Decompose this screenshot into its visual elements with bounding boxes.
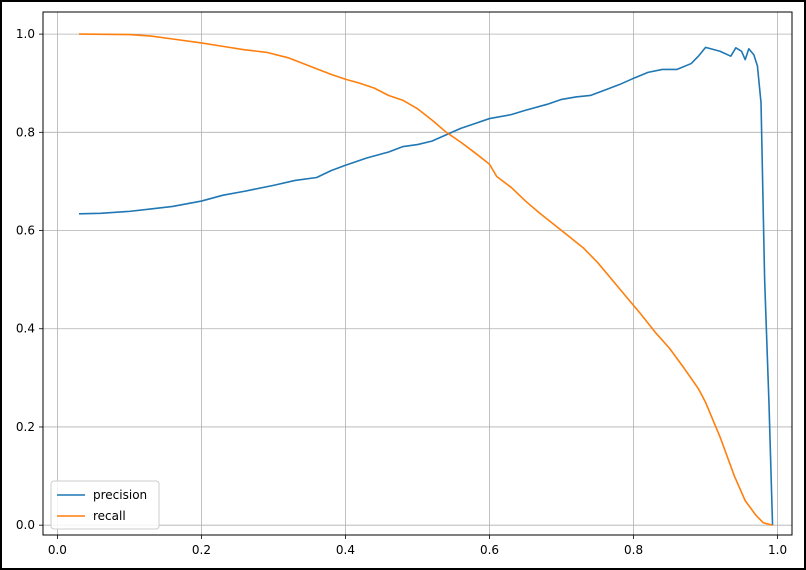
x-tick-label: 0.6 [480, 543, 499, 557]
plot-area [42, 11, 793, 536]
grid-lines [43, 12, 792, 535]
x-tick-label: 0.0 [48, 543, 67, 557]
y-tick-label: 0.6 [16, 224, 35, 238]
x-tick-label: 1.0 [768, 543, 787, 557]
y-tick-label: 0.2 [16, 420, 35, 434]
series-line-recall [79, 33, 773, 526]
y-tick-label: 0.0 [16, 518, 35, 532]
legend: precision recall [50, 480, 160, 530]
y-tick-label: 1.0 [16, 27, 35, 41]
series-line-precision [78, 46, 774, 526]
legend-label-precision: precision [93, 488, 147, 502]
axis-ticks: 0.0 0.2 0.4 0.6 0.8 1.0 0.0 0.2 0.4 0.6 0.8 1.0 [16, 27, 787, 557]
legend-label-recall: recall [93, 509, 126, 523]
x-tick-label: 0.2 [192, 543, 211, 557]
y-tick-label: 0.8 [16, 125, 35, 139]
x-tick-label: 0.8 [624, 543, 643, 557]
series-lines [78, 33, 774, 526]
x-tick-label: 0.4 [336, 543, 355, 557]
y-tick-label: 0.4 [16, 322, 35, 336]
legend-box [50, 480, 160, 530]
